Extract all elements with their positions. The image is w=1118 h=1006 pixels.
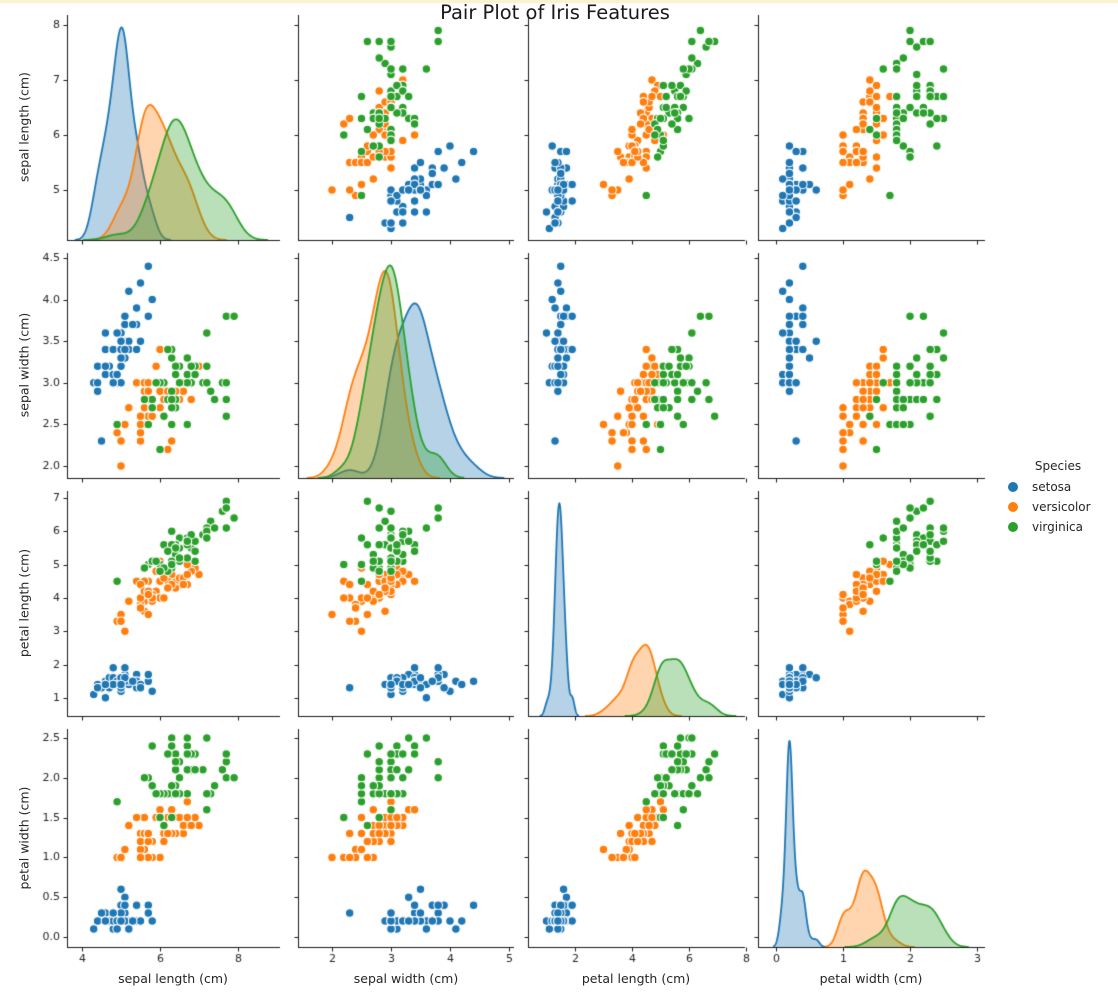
versicolor-dot-icon [1008,502,1018,512]
legend-label: setosa [1032,480,1072,494]
y-axis-label-petal-length: petal length (cm) [16,548,32,658]
y-axis-label-petal-width: petal width (cm) [16,786,32,890]
x-axis-label-petal-width: petal width (cm) [819,971,923,986]
x-axis-label-sepal-width: sepal width (cm) [353,971,459,986]
legend-item-versicolor: versicolor [1000,497,1116,517]
legend-item-setosa: setosa [1000,477,1116,497]
x-axis-label-petal-length: petal length (cm) [581,971,691,986]
y-axis-label-sepal-length: sepal length (cm) [16,72,32,182]
legend-item-virginica: virginica [1000,517,1116,537]
legend-title: Species [1034,459,1082,473]
chart-title: Pair Plot of Iris Features [440,1,670,24]
virginica-dot-icon [1008,522,1018,532]
setosa-dot-icon [1008,482,1018,492]
legend-label: versicolor [1032,500,1091,514]
legend-label: virginica [1032,520,1083,534]
x-axis-label-sepal-length: sepal length (cm) [118,971,228,986]
legend: Species setosa versicolor virginica [1000,459,1116,537]
y-axis-label-sepal-width: sepal width (cm) [16,312,32,418]
